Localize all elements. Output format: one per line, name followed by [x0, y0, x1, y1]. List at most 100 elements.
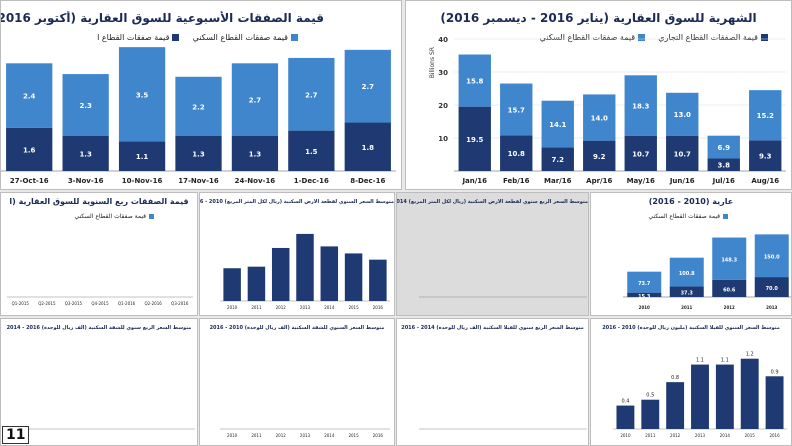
data-label: 19.5 — [466, 136, 483, 144]
data-label: 1.3 — [249, 151, 262, 159]
bar-residential — [749, 90, 782, 141]
x-tick-label: Apr/16 — [586, 177, 612, 185]
bar-residential — [624, 75, 657, 136]
bar-commercial — [6, 127, 53, 171]
x-tick-label: 2016 — [373, 433, 384, 438]
x-tick-label: Feb/16 — [503, 177, 530, 185]
y-tick-label: 40 — [438, 36, 448, 44]
bar-commercial — [666, 135, 699, 171]
x-tick-label: Q2-2015 — [38, 301, 56, 306]
chart-weekly-title: قيمة الصفقات الأسبوعية للسوق العقارية (أ… — [0, 11, 325, 25]
x-tick-label: 2011 — [251, 433, 262, 438]
x-tick-label: Jun/16 — [669, 177, 695, 185]
x-tick-label: 2013 — [300, 305, 311, 310]
chart-quarterly-villa-title: متوسط السعر الربع سنوي للفيلا السكنية (أ… — [401, 325, 584, 331]
chart-annual-apartment-title: متوسط السعر السنوي للشقة السكنية (ألف ري… — [209, 325, 385, 331]
legend-item-residential: قيمة صفقات القطاع السكني — [193, 33, 301, 42]
bar — [641, 399, 660, 429]
bar-residential — [754, 234, 789, 278]
x-tick-label: Q1-2015 — [12, 301, 30, 306]
x-tick-label: Q4-2015 — [91, 301, 109, 306]
x-tick-label: 27-Oct-16 — [10, 177, 49, 185]
bar-commercial — [458, 106, 491, 171]
data-label: 2.7 — [362, 83, 375, 91]
chart-annual-apartment-panel: متوسط السعر السنوي للشقة السكنية (ألف ري… — [199, 318, 395, 446]
x-tick-label: 2012 — [724, 305, 735, 310]
chart-monthly-legend: قيمة الصفقات القطاع التجاري قيمة صفقات ا… — [540, 33, 771, 42]
data-label: 0.8 — [671, 375, 679, 381]
x-tick-label: 2014 — [324, 433, 335, 438]
x-tick-label: 1-Dec-16 — [294, 177, 329, 185]
data-label: 1.1 — [696, 358, 704, 364]
bar-residential — [6, 63, 53, 128]
x-tick-label: 2013 — [766, 305, 777, 310]
x-tick-label: 2015 — [745, 433, 756, 438]
x-tick-label: May/16 — [627, 177, 655, 185]
x-tick-label: 2010 — [620, 433, 631, 438]
chart-weekly-legend: قيمة صفقات القطاع السكني قيمة صفقات القط… — [97, 33, 301, 42]
page-number: 11 — [2, 426, 30, 444]
chart-annual-total-legend: قيمة صفقات القطاع السكني — [648, 213, 731, 220]
data-label: 7.2 — [552, 156, 565, 164]
chart-annual-villa-title: متوسط السعر السنوي للفيلا السكنية (مليون… — [602, 325, 780, 331]
bar-commercial — [669, 286, 704, 297]
data-label: 2.3 — [79, 102, 92, 110]
bar-commercial — [118, 141, 166, 171]
data-label: 15.7 — [508, 106, 525, 114]
x-tick-label: 2010 — [227, 305, 238, 310]
chart-annual-total-title: عارية (2010 - 2016) — [648, 197, 734, 206]
chart-annual-villa-panel: متوسط السعر السنوي للفيلا السكنية (مليون… — [590, 318, 792, 446]
data-label: 10.7 — [632, 150, 649, 158]
bar-residential — [627, 271, 662, 293]
data-label: 15.8 — [466, 78, 483, 86]
chart-quarterly-panel: قيمة الصفقات ربع السنوية للسوق العقارية … — [0, 192, 198, 316]
bar-commercial — [344, 122, 391, 171]
data-label: 70.0 — [766, 286, 779, 292]
x-tick-label: 2011 — [645, 433, 656, 438]
bar-residential — [669, 257, 704, 287]
data-label: 0.4 — [621, 399, 629, 405]
bar-commercial — [583, 140, 616, 171]
chart-annual-land-title: متوسط السعر السنوي لقطعة الأرض السكنية (… — [200, 199, 394, 205]
bar-commercial — [754, 277, 789, 297]
x-tick-label: Q3-2016 — [171, 301, 189, 306]
x-tick-label: 2010 — [639, 305, 650, 310]
chart-quarterly-apartment-title: متوسط السعر الربع سنوي للشقة السكنية (أل… — [6, 325, 192, 331]
bar-commercial — [749, 140, 782, 171]
x-tick-label: 2010 — [227, 433, 238, 438]
chart-quarterly-title: قيمة الصفقات ربع السنوية للسوق العقارية … — [9, 197, 189, 206]
bar — [271, 247, 290, 301]
bar-commercial — [231, 136, 279, 171]
data-label: 0.5 — [646, 393, 654, 399]
data-label: 148.3 — [721, 258, 737, 264]
data-label: 100.8 — [679, 271, 695, 277]
data-label: 1.1 — [721, 358, 729, 364]
data-label: 150.0 — [764, 255, 780, 261]
x-tick-label: 2012 — [670, 433, 681, 438]
bar-commercial — [707, 158, 740, 171]
x-tick-label: 2011 — [251, 305, 262, 310]
x-tick-label: 2014 — [324, 305, 335, 310]
chart-annual-total-plot: 15.3 73.7 2010 37.3 100.8 2011 60.6 148.3 2012 70… — [623, 234, 791, 310]
bar-commercial — [627, 292, 662, 297]
data-label: 15.3 — [638, 294, 651, 300]
data-label: 9.2 — [593, 153, 606, 161]
x-tick-label: 24-Nov-16 — [235, 177, 276, 185]
x-tick-label: Mar/16 — [544, 177, 572, 185]
chart-monthly-title: الشهرية للسوق العقارية (يناير 2016 - ديس… — [440, 11, 757, 25]
bar — [369, 259, 387, 301]
bar-residential — [62, 74, 109, 136]
bar-residential — [707, 135, 740, 159]
data-label: 1.6 — [23, 146, 36, 154]
x-tick-label: Q1-2016 — [118, 301, 136, 306]
bar — [320, 246, 339, 301]
x-tick-label: 2016 — [769, 433, 780, 438]
chart-weekly-panel: قيمة الصفقات الأسبوعية للسوق العقارية (أ… — [0, 0, 402, 190]
chart-annual-villa-plot: 0.4 2010 0.5 2011 0.8 2012 1.1 2013 1.1 2014 1.2 20… — [613, 352, 787, 438]
x-tick-label: 8-Dec-16 — [350, 177, 385, 185]
bar-commercial — [62, 136, 109, 171]
chart-quarterly-land-title: متوسط السعر الربع سنوي لقطعة الأرض السكن… — [397, 199, 588, 205]
bar-commercial — [624, 135, 657, 171]
x-tick-label: Jan/16 — [461, 177, 487, 185]
